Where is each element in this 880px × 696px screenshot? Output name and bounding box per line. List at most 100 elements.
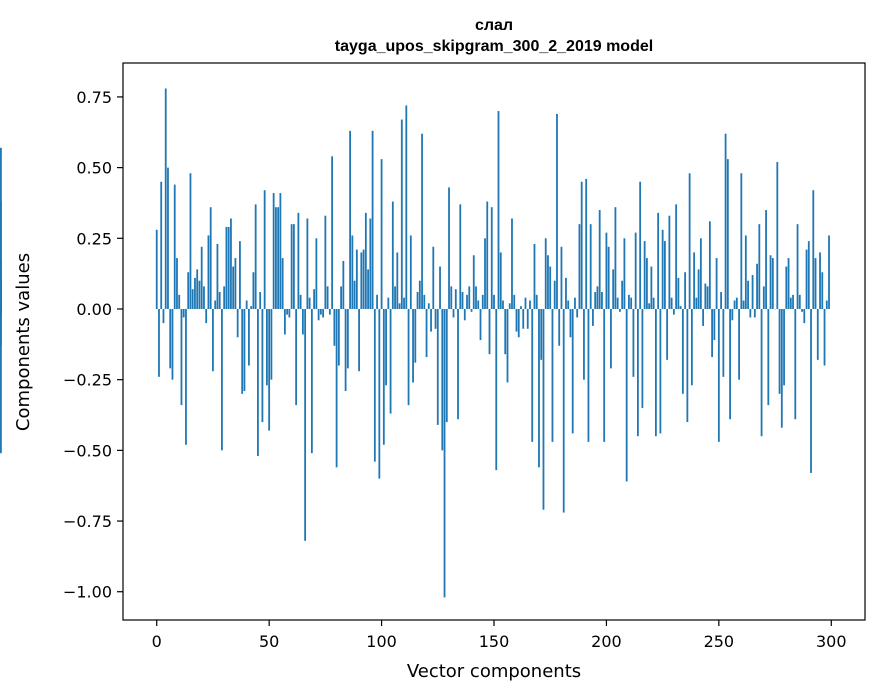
bar-285	[796, 224, 799, 309]
bar-111	[405, 105, 408, 309]
x-tick-label: 200	[591, 632, 622, 651]
bar-250	[717, 308, 720, 442]
bar-228	[668, 215, 671, 309]
bar-70	[313, 289, 316, 309]
bar-85	[346, 308, 349, 369]
bar-79	[333, 308, 336, 346]
bar-240	[695, 297, 698, 309]
bar-170	[538, 308, 540, 468]
bar-71	[315, 238, 318, 309]
bar-178	[556, 113, 558, 309]
bar-253	[724, 133, 727, 309]
bar-84	[344, 308, 347, 391]
bar-46	[259, 292, 262, 309]
bar-126	[439, 266, 441, 309]
bar-86	[349, 130, 351, 309]
bar-112	[407, 308, 410, 406]
bar-168	[533, 243, 536, 309]
bar-97	[373, 308, 376, 462]
bar-72	[317, 308, 320, 321]
bar-204	[614, 207, 617, 309]
bar-241	[697, 269, 700, 309]
bar-78	[331, 156, 334, 309]
bar-159	[513, 294, 516, 309]
bar-47	[261, 308, 264, 423]
bar-185	[571, 308, 574, 434]
bar-234	[681, 308, 684, 394]
bar-150	[493, 294, 495, 309]
bar-128	[443, 308, 446, 598]
bar-131	[450, 286, 453, 309]
bar-129	[445, 308, 448, 423]
bar-122	[430, 308, 432, 332]
bar-92	[362, 249, 365, 309]
bar-231	[675, 204, 678, 309]
bar-276	[776, 161, 779, 309]
bar-196	[596, 286, 599, 309]
bar-222	[654, 308, 657, 437]
bar-41	[248, 308, 250, 366]
bar-160	[515, 308, 518, 332]
bar-181	[562, 308, 565, 513]
bar-254	[726, 159, 729, 309]
bar-134	[457, 308, 459, 420]
y-tick-label: −0.50	[63, 441, 112, 460]
bar-108	[398, 303, 401, 309]
bar-198	[601, 292, 603, 309]
bar-38	[241, 308, 244, 394]
bar-174	[547, 255, 549, 309]
bar-210	[628, 294, 630, 309]
bar-142	[475, 286, 477, 309]
bar-182	[565, 277, 567, 309]
bar-44	[254, 204, 257, 309]
bar-268	[758, 224, 761, 309]
bar-195	[594, 292, 597, 309]
bar-116	[416, 292, 419, 309]
bar-61	[292, 224, 295, 309]
bar-18	[196, 269, 199, 309]
bar-289	[805, 249, 808, 309]
bar-119	[423, 294, 426, 309]
bar-225	[661, 229, 664, 309]
bar-12	[182, 308, 185, 318]
bar-13	[185, 308, 187, 445]
bars-group	[0, 88, 830, 598]
bar-206	[619, 308, 621, 312]
bar-99	[378, 308, 381, 479]
bar-223	[657, 212, 660, 309]
bar-272	[767, 308, 770, 406]
bar-248	[713, 308, 716, 341]
bar-176	[551, 308, 554, 442]
bar-123	[432, 246, 435, 309]
bar-278	[780, 308, 783, 428]
bar-64	[299, 294, 302, 309]
bar-184	[569, 308, 572, 338]
bar-80	[335, 308, 338, 468]
x-tick-label: 0	[152, 632, 162, 651]
bar-215	[639, 181, 642, 309]
bar-132	[452, 308, 455, 318]
bar-295	[819, 252, 821, 309]
bar-19	[198, 280, 201, 309]
bar-190	[583, 308, 585, 380]
bar-40	[245, 300, 248, 309]
bar-90	[358, 308, 360, 372]
bar-26	[214, 300, 217, 309]
bar-28	[218, 292, 221, 309]
bar-217	[643, 241, 646, 309]
bar-51	[270, 308, 273, 380]
bar-23	[207, 235, 210, 309]
bar-163	[522, 308, 525, 329]
bar-30	[223, 286, 226, 309]
bar-207	[621, 280, 624, 309]
bar-109	[400, 119, 403, 309]
bar-4	[164, 88, 167, 309]
bar-110	[403, 297, 405, 309]
bar-2	[160, 181, 163, 309]
bar-280	[785, 266, 788, 309]
bar-188	[578, 224, 581, 309]
bar-258	[735, 297, 738, 309]
bar-252	[722, 308, 725, 377]
bar-68	[308, 297, 311, 309]
bar-209	[625, 308, 628, 482]
